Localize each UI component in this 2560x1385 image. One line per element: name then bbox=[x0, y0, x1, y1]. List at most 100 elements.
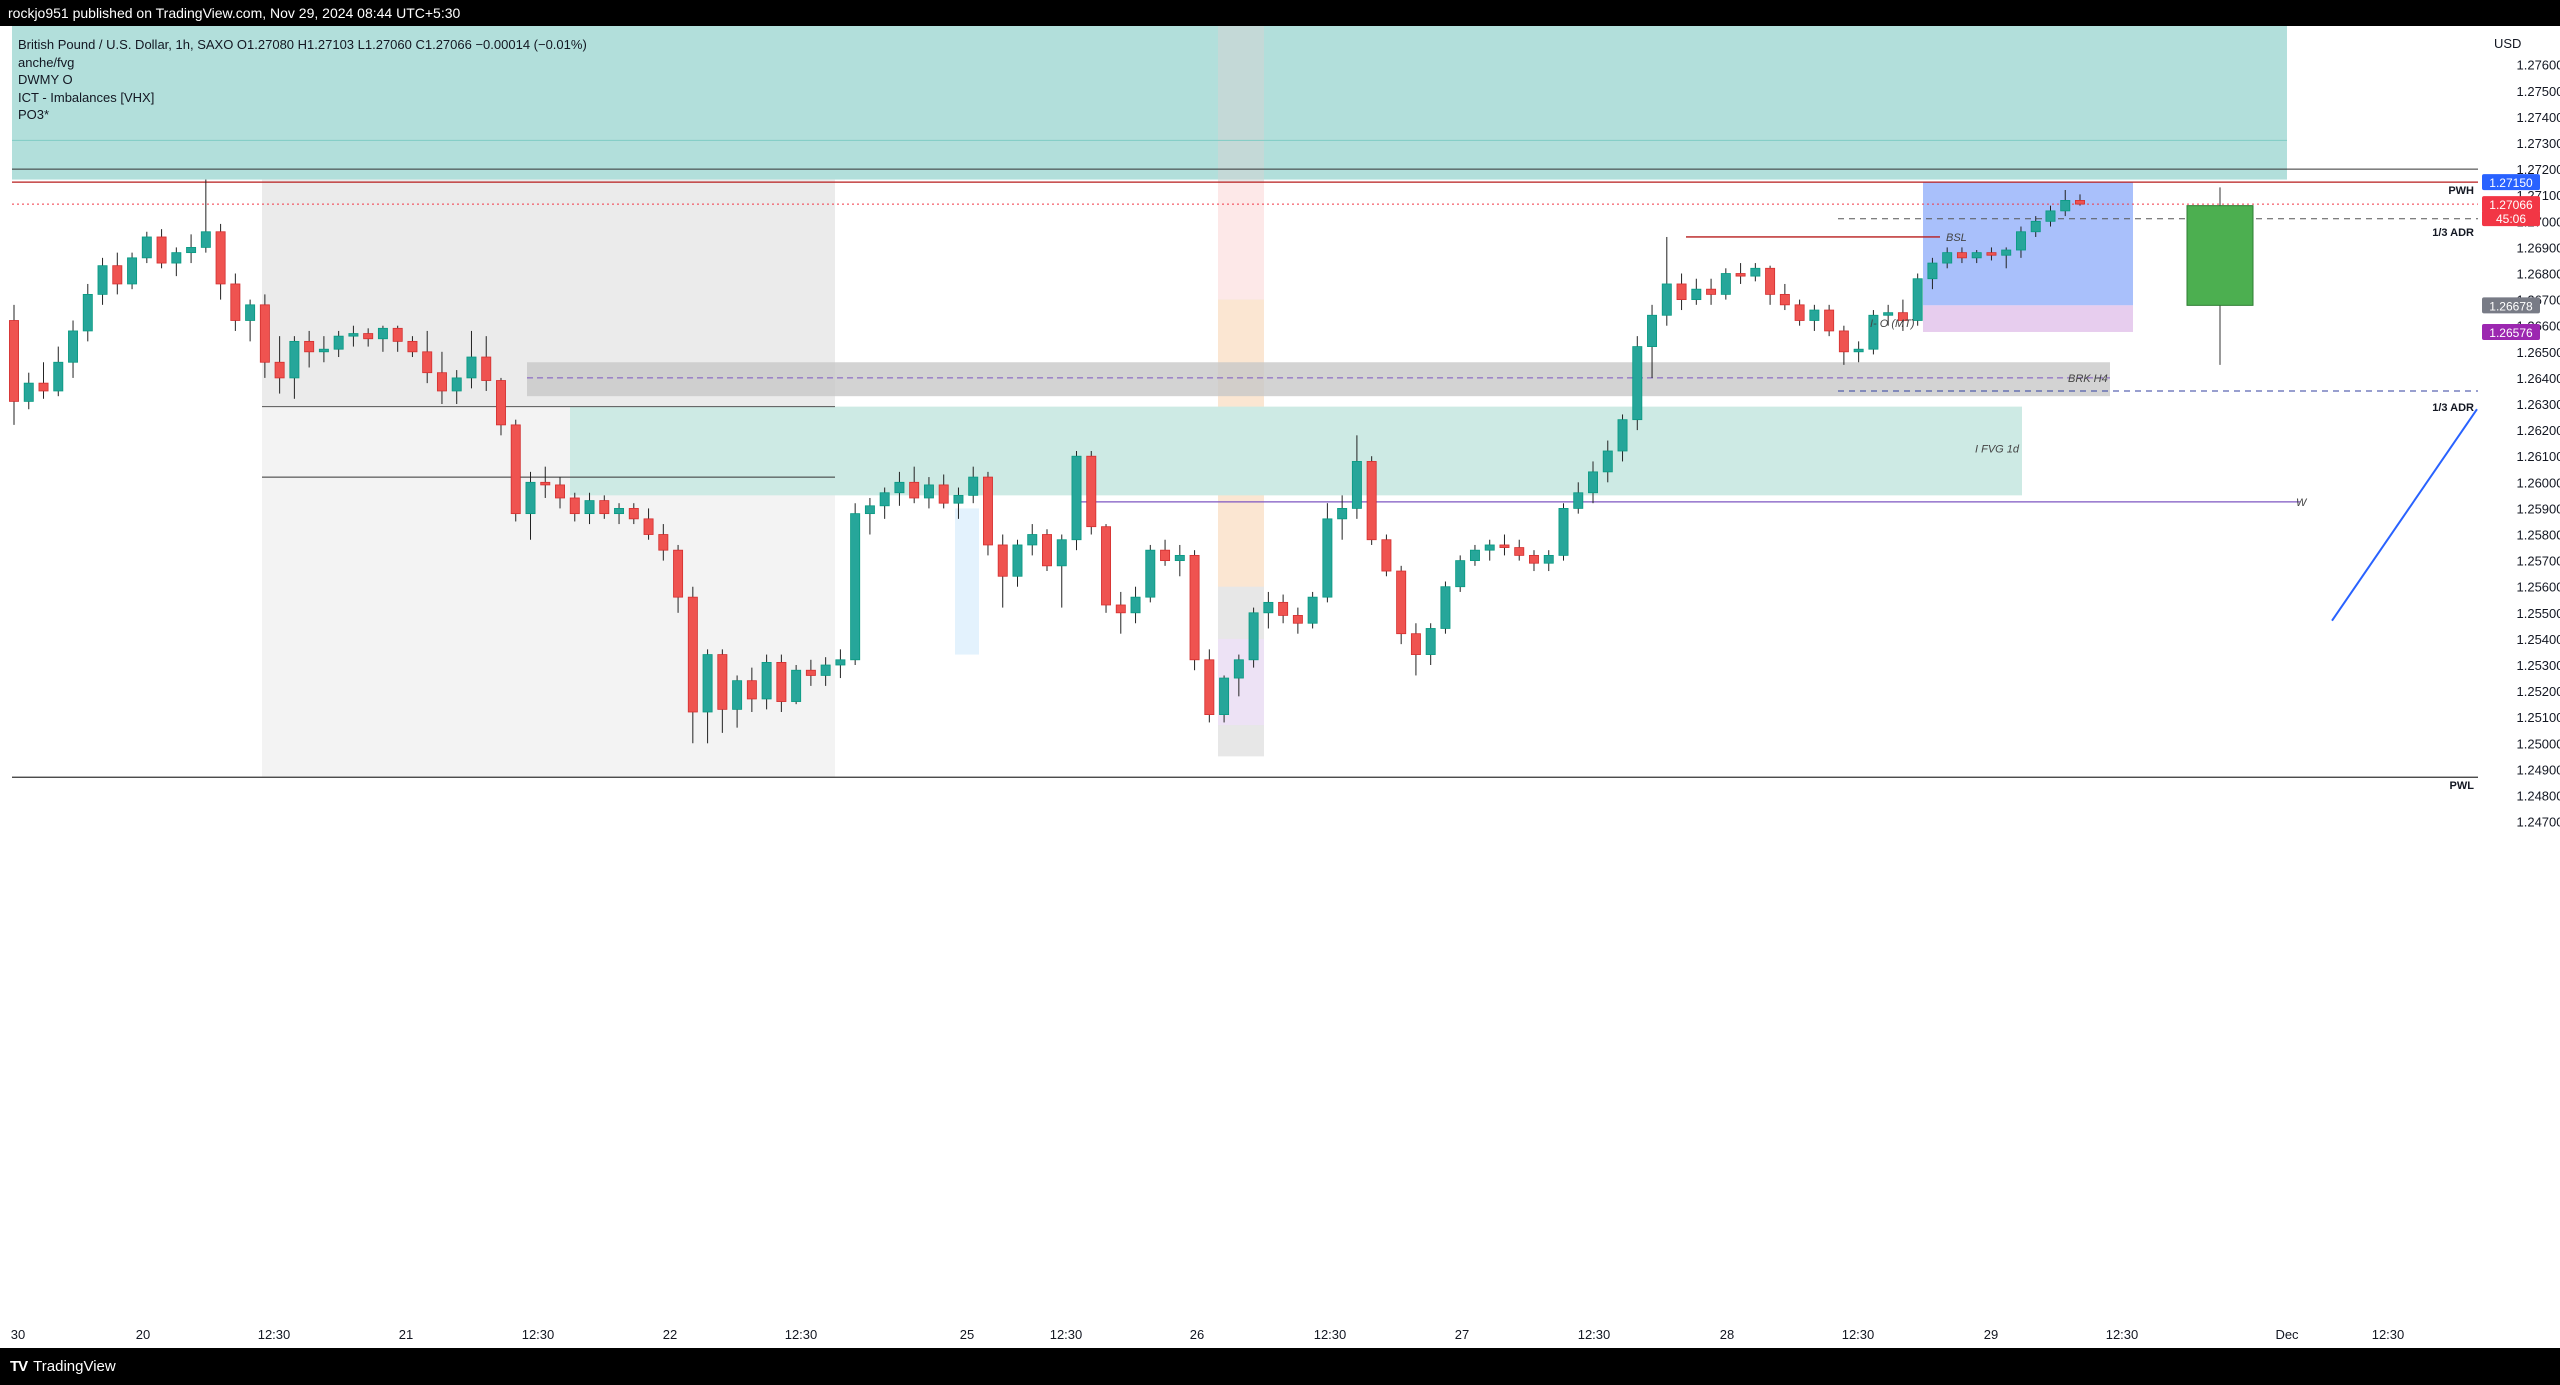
candle-body bbox=[112, 265, 123, 285]
price-tick: 1.26500 bbox=[2517, 345, 2560, 360]
currency-label: USD bbox=[2494, 36, 2522, 51]
symbol-line[interactable]: British Pound / U.S. Dollar, 1h, SAXO O1… bbox=[18, 37, 587, 52]
candle-body bbox=[628, 508, 639, 520]
indicator-label[interactable]: ICT - Imbalances [VHX] bbox=[18, 89, 155, 105]
candle-body bbox=[1706, 288, 1717, 295]
price-chart[interactable]: BSL BRK H4 I FVG 1d W I- O (MT) PWH 1/3 ADR 1/3… bbox=[0, 26, 2560, 1348]
candle-body bbox=[466, 356, 477, 379]
candle-body bbox=[481, 356, 492, 381]
candle-body bbox=[259, 304, 270, 363]
session-column-red bbox=[1218, 182, 1264, 300]
candle-body bbox=[1233, 659, 1244, 679]
time-tick: 25 bbox=[960, 1327, 974, 1342]
candle-body bbox=[1588, 471, 1598, 494]
price-tick: 1.27600 bbox=[2517, 58, 2560, 73]
price-tick: 1.26400 bbox=[2517, 371, 2560, 386]
candle-body bbox=[1396, 570, 1407, 635]
candle-body bbox=[1868, 314, 1879, 350]
candle-body bbox=[1337, 508, 1348, 520]
candle-body bbox=[1248, 612, 1259, 661]
candle-body bbox=[2075, 200, 2085, 205]
candle-body bbox=[1779, 293, 1790, 306]
candle-body bbox=[894, 481, 905, 494]
candle-body bbox=[1027, 534, 1038, 546]
candle-body bbox=[1986, 252, 1997, 256]
candle-body bbox=[1484, 544, 1495, 551]
level-label: PWH bbox=[2448, 185, 2474, 197]
candle-body bbox=[2015, 231, 2026, 251]
candle-body bbox=[245, 304, 256, 321]
price-tick: 1.27200 bbox=[2517, 162, 2560, 177]
candle-body bbox=[953, 494, 964, 504]
candle-body bbox=[274, 361, 285, 379]
candle-body bbox=[746, 680, 757, 700]
candle-body bbox=[377, 327, 388, 340]
annotation-label: I- O (MT) bbox=[1870, 318, 1915, 330]
target-zone bbox=[1923, 182, 2133, 306]
candle-body bbox=[53, 361, 64, 392]
time-tick: 21 bbox=[399, 1327, 413, 1342]
price-tick: 1.26000 bbox=[2517, 475, 2560, 490]
price-tick: 1.25100 bbox=[2517, 710, 2560, 725]
po3-candle-body bbox=[2186, 205, 2254, 306]
candle-body bbox=[318, 348, 329, 353]
premium-zone bbox=[12, 26, 2287, 180]
chart-canvas[interactable]: BSL BRK H4 I FVG 1d W I- O (MT) PWH 1/3 ADR 1/3… bbox=[0, 26, 2560, 1348]
time-axis: 30 20 12:30 21 12:30 22 12:30 25 12:30 26 12:30 27 1… bbox=[0, 1320, 2560, 1348]
price-tick: 1.26300 bbox=[2517, 397, 2560, 412]
candle-body bbox=[1219, 677, 1230, 715]
indicator-label[interactable]: DWMY O bbox=[18, 72, 73, 87]
publish-bar: rockjo951 published on TradingView.com, … bbox=[0, 0, 2560, 26]
candle-body bbox=[1322, 518, 1333, 598]
candle-body bbox=[1809, 309, 1820, 321]
price-tick: 1.26800 bbox=[2517, 267, 2560, 282]
tradingview-logo[interactable]: TV TradingView bbox=[10, 1358, 116, 1375]
candle-body bbox=[1794, 304, 1805, 321]
price-tick: 1.25300 bbox=[2517, 658, 2560, 673]
price-tick: 1.25900 bbox=[2517, 501, 2560, 516]
indicator-label[interactable]: anche/fvg bbox=[18, 54, 75, 70]
candle-body bbox=[1101, 526, 1112, 606]
candle-body bbox=[673, 549, 684, 598]
level-label: PWL bbox=[2450, 780, 2475, 792]
candle-body bbox=[1927, 262, 1938, 280]
price-tick: 1.25700 bbox=[2517, 554, 2560, 569]
candle-body bbox=[1071, 455, 1082, 541]
candle-body bbox=[879, 492, 890, 507]
candle-body bbox=[1174, 554, 1185, 562]
candle-body bbox=[1617, 419, 1628, 452]
candle-body bbox=[1204, 659, 1215, 715]
candle-body bbox=[555, 484, 565, 499]
candle-body bbox=[614, 508, 625, 515]
candle-body bbox=[171, 252, 182, 264]
price-tick: 1.25400 bbox=[2517, 632, 2560, 647]
annotations-layer: BSL BRK H4 I FVG 1d W I- O (MT) PWH 1/3 ADR 1/3… bbox=[1870, 185, 2474, 792]
price-badge-text: 1.26678 bbox=[2489, 299, 2533, 313]
annotation-label: BRK H4 bbox=[2068, 373, 2108, 385]
candle-body bbox=[850, 513, 861, 661]
candle-body bbox=[1543, 554, 1554, 564]
projection-line bbox=[2331, 408, 2478, 622]
candle-body bbox=[1853, 348, 1864, 353]
candle-body bbox=[1942, 252, 1953, 264]
zones-layer bbox=[12, 26, 2287, 778]
candle-body bbox=[333, 335, 344, 350]
candle-body bbox=[1263, 601, 1274, 614]
price-badge bbox=[2482, 196, 2540, 213]
price-badge bbox=[2482, 297, 2540, 314]
indicator-label[interactable]: PO3* bbox=[18, 107, 50, 122]
price-tick: 1.27500 bbox=[2517, 84, 2560, 99]
footer-bar: TV TradingView bbox=[0, 1348, 2560, 1385]
price-badge-text: 1.27066 bbox=[2489, 198, 2533, 212]
level-label: 1/3 ADR bbox=[2432, 402, 2474, 414]
price-axis: 1.27600 1.27500 1.27400 1.27300 1.272001.271… bbox=[2480, 26, 2560, 1348]
candle-body bbox=[864, 505, 875, 515]
candle-body bbox=[97, 265, 108, 295]
candle-body bbox=[805, 669, 816, 676]
candle-body bbox=[1838, 330, 1849, 353]
candle-body bbox=[1145, 549, 1156, 598]
chart-legend[interactable]: British Pound / U.S. Dollar, 1h, SAXO O1… bbox=[18, 36, 587, 124]
candle-body bbox=[2060, 200, 2071, 212]
candle-body bbox=[584, 500, 595, 515]
time-tick: 12:30 bbox=[1578, 1327, 1611, 1342]
